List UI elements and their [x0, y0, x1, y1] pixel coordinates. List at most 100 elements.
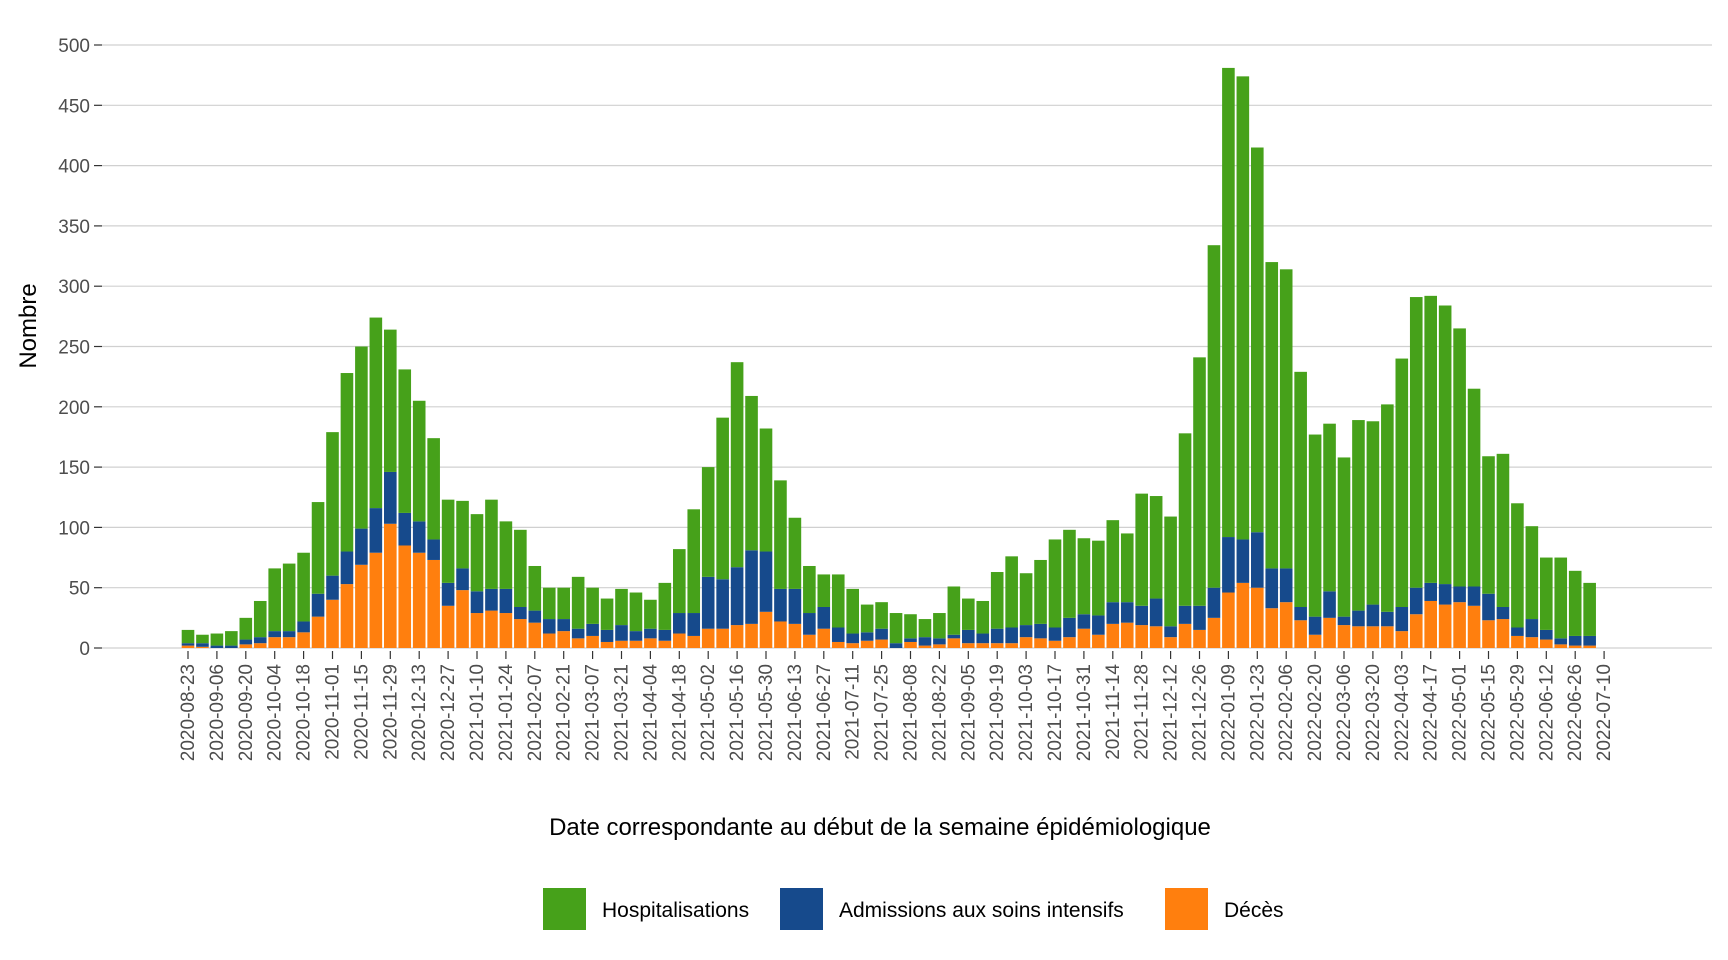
x-tick-label: 2020-12-13	[409, 664, 430, 761]
bar-segment	[326, 432, 339, 576]
bar-segment	[311, 616, 325, 648]
bar-segment	[615, 640, 628, 648]
bar-segment	[340, 584, 354, 648]
bar-segment	[701, 576, 715, 629]
bar-segment	[1048, 640, 1062, 648]
y-tick-label: 50	[69, 579, 90, 600]
x-tick-label: 2022-04-03	[1392, 664, 1413, 761]
bar-segment	[1178, 623, 1192, 648]
bar-segment	[1482, 456, 1495, 594]
bar-segment	[1395, 607, 1409, 632]
bar-segment	[1164, 637, 1177, 648]
bar-segment	[369, 552, 383, 648]
bar-segment	[730, 362, 744, 568]
bar-segment	[716, 417, 729, 580]
bar-segment	[412, 400, 426, 522]
bar-segment	[1149, 496, 1163, 599]
bar-segment	[933, 644, 946, 648]
bar-segment	[875, 639, 888, 648]
bar-segment	[1120, 533, 1134, 603]
legend-label: Hospitalisations	[602, 899, 749, 922]
bar-segment	[1583, 582, 1596, 636]
bar-segment	[282, 637, 296, 648]
bar-segment	[1048, 539, 1062, 628]
bar-segment	[730, 567, 744, 626]
bar-segment	[803, 613, 816, 635]
bar-segment	[1323, 423, 1336, 592]
bar-segment	[1279, 269, 1293, 569]
bar-segment	[1540, 557, 1553, 630]
bar-segment	[427, 438, 440, 540]
bar-segment	[557, 631, 570, 648]
bar-segment	[1352, 420, 1365, 611]
bar-segment	[1236, 582, 1250, 648]
bar-segment	[1511, 635, 1524, 648]
legend: Hospitalisations Admissions aux soins int…	[543, 888, 1284, 930]
y-tick-label: 500	[58, 36, 90, 57]
bar-segment	[1294, 371, 1307, 607]
bar-segment	[528, 610, 542, 623]
bar-segment	[629, 592, 643, 632]
bar-segment	[918, 645, 932, 648]
x-tick-label: 2021-06-13	[785, 664, 806, 761]
bar-segment	[1381, 626, 1394, 648]
bar-segment	[1193, 629, 1206, 648]
bars	[181, 67, 1596, 648]
bar-segment	[1409, 614, 1423, 648]
bar-segment	[1294, 620, 1307, 648]
x-tick-label: 2022-03-20	[1363, 664, 1384, 761]
x-tick-label: 2022-05-29	[1507, 664, 1528, 761]
bar-segment	[1294, 607, 1307, 621]
bar-segment	[615, 625, 628, 641]
bar-segment	[181, 643, 195, 646]
bar-segment	[933, 638, 946, 645]
bar-segment	[962, 598, 975, 630]
bar-segment	[427, 559, 440, 648]
y-tick-label: 450	[58, 96, 90, 117]
bar-segment	[571, 638, 585, 648]
y-tick-label: 150	[58, 458, 90, 479]
x-tick-label: 2022-01-09	[1218, 664, 1239, 761]
bar-segment	[1467, 388, 1481, 587]
bar-segment	[239, 617, 253, 640]
bar-segment	[1540, 629, 1553, 640]
bar-segment	[1251, 532, 1264, 588]
bar-segment	[542, 619, 556, 634]
bar-segment	[1164, 516, 1177, 627]
bar-segment	[701, 628, 715, 648]
bar-segment	[1063, 617, 1076, 638]
bar-segment	[1222, 537, 1235, 593]
x-tick-label: 2021-03-07	[583, 664, 604, 761]
y-tick-label: 400	[58, 157, 90, 178]
bar-segment	[210, 645, 224, 648]
x-tick-label: 2021-10-31	[1074, 664, 1095, 761]
x-tick-label: 2020-09-06	[207, 664, 228, 761]
bar-segment	[1135, 493, 1148, 606]
bar-segment	[846, 633, 859, 644]
bar-segment	[355, 346, 368, 529]
bar-segment	[701, 467, 715, 577]
bar-segment	[1568, 570, 1582, 636]
bar-segment	[1453, 328, 1466, 587]
bar-segment	[788, 588, 802, 624]
bar-segment	[990, 628, 1004, 644]
bar-segment	[860, 604, 874, 633]
x-tick-label: 2022-07-10	[1594, 664, 1615, 761]
bar-segment	[1496, 453, 1510, 607]
bar-segment	[644, 628, 657, 639]
bar-segment	[990, 572, 1004, 629]
legend-swatch	[543, 888, 586, 930]
bar-segment	[745, 550, 758, 624]
bar-segment	[745, 623, 758, 648]
bar-segment	[1511, 503, 1524, 628]
bar-segment	[1482, 593, 1495, 621]
x-tick-label: 2020-11-01	[323, 664, 344, 760]
bar-segment	[716, 628, 729, 648]
bar-segment	[947, 586, 961, 635]
bar-segment	[398, 545, 412, 648]
bar-segment	[644, 638, 657, 648]
bar-segment	[1106, 520, 1120, 603]
bar-segment	[817, 628, 831, 648]
y-tick-label: 250	[58, 338, 90, 359]
